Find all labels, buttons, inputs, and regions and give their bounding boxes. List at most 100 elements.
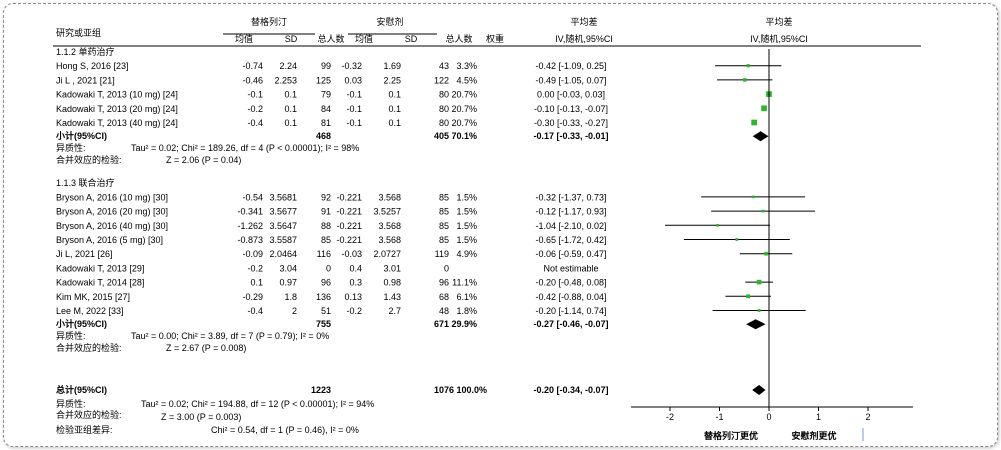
row-12-point-marker	[746, 294, 751, 299]
row-11-study: Kadowaki T, 2014 [28]	[56, 278, 144, 288]
row-1-study: Ji L , 2021 [21]	[56, 75, 115, 85]
total-exp-total: 1223	[311, 385, 331, 395]
total-diamond	[752, 385, 766, 395]
row-11-weight: 11.1%	[452, 278, 477, 288]
row-3-exp-mean: -0.2	[247, 104, 263, 114]
row-5-weight: 1.5%	[456, 192, 477, 202]
row-0-ctl-total: 43	[439, 61, 449, 71]
subgroup-diff-label: 检验亚组差异:	[56, 424, 113, 435]
row-4-ctl-sd: 0.1	[388, 118, 401, 128]
row-12-exp-total: 136	[316, 292, 331, 302]
row-8-ctl-sd: 3.568	[378, 235, 401, 245]
row-2-exp-mean: -0.1	[247, 90, 263, 100]
row-13-ctl-total: 48	[439, 306, 449, 316]
forest-plot-figure: 研究或亚组 替格列汀 安慰剂 均值 SD 总人数 均值 SD 总人数 权重 平均差 IV,随机,95%…	[3, 3, 998, 447]
x-tick-label-4: 2	[865, 412, 870, 422]
row-11-exp-sd: 0.97	[279, 278, 297, 288]
row-12-exp-sd: 1.8	[284, 292, 297, 302]
row-10-study: Kadowaki T, 2013 [29]	[56, 263, 144, 273]
row-4-ctl-mean: -0.1	[346, 118, 362, 128]
row-3-study: Kadowaki T, 2013 (20 mg) [24]	[56, 104, 178, 114]
row-5-exp-mean: -0.54	[242, 192, 263, 202]
total-label: 总计(95%CI)	[56, 384, 107, 395]
row-10-ctl-total: 0	[444, 263, 449, 273]
row-13-ctl-mean: -0.2	[346, 306, 362, 316]
row-10-ctl-sd: 3.01	[383, 263, 401, 273]
subgroup-1-subtotal-diamond	[746, 319, 766, 330]
row-1-ctl-mean: 0.03	[344, 75, 362, 85]
x-tick-label-1: -1	[715, 412, 723, 422]
row-4-exp-total: 81	[321, 118, 331, 128]
total-heterogeneity-text: Tau² = 0.02; Chi² = 194.88, df = 12 (P <…	[141, 399, 374, 409]
row-10-md-ci: Not estimable	[543, 263, 598, 273]
row-12-md-ci: -0.42 [-0.88, 0.04]	[535, 292, 606, 302]
row-5-ctl-total: 85	[439, 192, 449, 202]
row-7-weight: 1.5%	[456, 221, 477, 231]
row-0-exp-total: 99	[321, 61, 331, 71]
row-13-exp-total: 51	[321, 306, 331, 316]
row-13-point-marker	[757, 309, 761, 312]
row-11-ctl-sd: 0.98	[383, 278, 401, 288]
row-3-point-marker	[761, 105, 767, 112]
subgroup-0-heterogeneity-text: Tau² = 0.02; Chi² = 189.26, df = 4 (P < …	[131, 143, 359, 153]
row-2-study: Kadowaki T, 2013 (10 mg) [24]	[56, 90, 178, 100]
header-study-label: 研究或亚组	[56, 27, 101, 38]
row-9-exp-total: 116	[317, 249, 331, 259]
row-7-exp-sd: 3.5647	[269, 221, 297, 231]
row-10-exp-total: 0	[326, 263, 331, 273]
row-6-exp-sd: 3.5677	[269, 207, 297, 217]
row-11-exp-total: 96	[321, 278, 331, 288]
row-1-ctl-sd: 2.25	[383, 75, 401, 85]
row-2-md-ci: 0.00 [-0.03, 0.03]	[537, 90, 605, 100]
subgroup-1-subtotal-exp-total: 755	[316, 319, 331, 329]
row-8-md-ci: -0.65 [-1.72, 0.42]	[535, 235, 606, 245]
header-plot-md-title: 平均差	[765, 16, 792, 27]
row-2-ctl-mean: -0.1	[346, 90, 362, 100]
subgroup-0-heterogeneity-label: 异质性:	[56, 142, 86, 153]
row-8-exp-mean: -0.873	[237, 235, 263, 245]
row-6-point-marker	[761, 209, 765, 213]
row-7-md-ci: -1.04 [-2.10, 0.02]	[535, 221, 606, 231]
row-1-exp-sd: 2.253	[274, 75, 297, 85]
row-13-study: Lee M, 2022 [33]	[56, 306, 124, 316]
row-12-ctl-sd: 1.43	[383, 292, 401, 302]
row-11-ctl-mean: 0.3	[349, 278, 362, 288]
row-5-ctl-sd: 3.568	[378, 192, 401, 202]
row-13-exp-sd: 2	[292, 306, 297, 316]
favours-left-label: 替格列汀更优	[704, 430, 758, 441]
row-10-ctl-mean: 0.4	[349, 263, 362, 273]
header-ctl-total: 总人数	[445, 33, 472, 44]
header-plot-md-method: IV,随机,95%CI	[750, 33, 808, 44]
row-9-ctl-sd: 2.0727	[373, 249, 401, 259]
row-8-ctl-total: 85	[439, 235, 449, 245]
header-weight: 权重	[486, 33, 504, 44]
row-13-weight: 1.8%	[456, 306, 477, 316]
row-13-ctl-sd: 2.7	[388, 306, 401, 316]
row-4-point-marker	[751, 119, 757, 126]
row-8-exp-sd: 3.5587	[269, 235, 297, 245]
row-7-exp-mean: -1.262	[237, 221, 263, 231]
row-8-weight: 1.5%	[456, 235, 477, 245]
row-3-exp-total: 84	[321, 104, 331, 114]
row-10-exp-sd: 3.04	[279, 263, 297, 273]
row-7-ctl-sd: 3.568	[378, 221, 401, 231]
subgroup-0-effect-test-label: 合并效应的检验:	[56, 154, 122, 165]
row-9-ctl-total: 119	[435, 249, 449, 259]
row-1-ctl-total: 122	[434, 75, 449, 85]
subgroup-0-subtotal-ctl-total: 405	[434, 131, 449, 141]
row-2-ctl-total: 80	[439, 90, 449, 100]
row-5-md-ci: -0.32 [-1.37, 0.73]	[535, 192, 606, 202]
row-7-exp-total: 88	[321, 221, 331, 231]
row-9-exp-sd: 2.0464	[269, 249, 297, 259]
row-12-exp-mean: -0.29	[242, 292, 263, 302]
row-13-md-ci: -0.20 [-1.14, 0.74]	[535, 306, 606, 316]
row-11-ctl-total: 96	[439, 278, 449, 288]
row-4-md-ci: -0.30 [-0.33, -0.27]	[534, 118, 608, 128]
subgroup-0-subtotal-label: 小计(95%CI)	[55, 130, 107, 141]
row-0-study: Hong S, 2016 [23]	[56, 61, 129, 71]
row-6-weight: 1.5%	[456, 207, 477, 217]
row-12-weight: 6.1%	[456, 292, 477, 302]
row-1-exp-mean: -0.46	[242, 75, 263, 85]
row-7-point-marker	[716, 223, 719, 227]
row-1-weight: 4.5%	[456, 75, 477, 85]
